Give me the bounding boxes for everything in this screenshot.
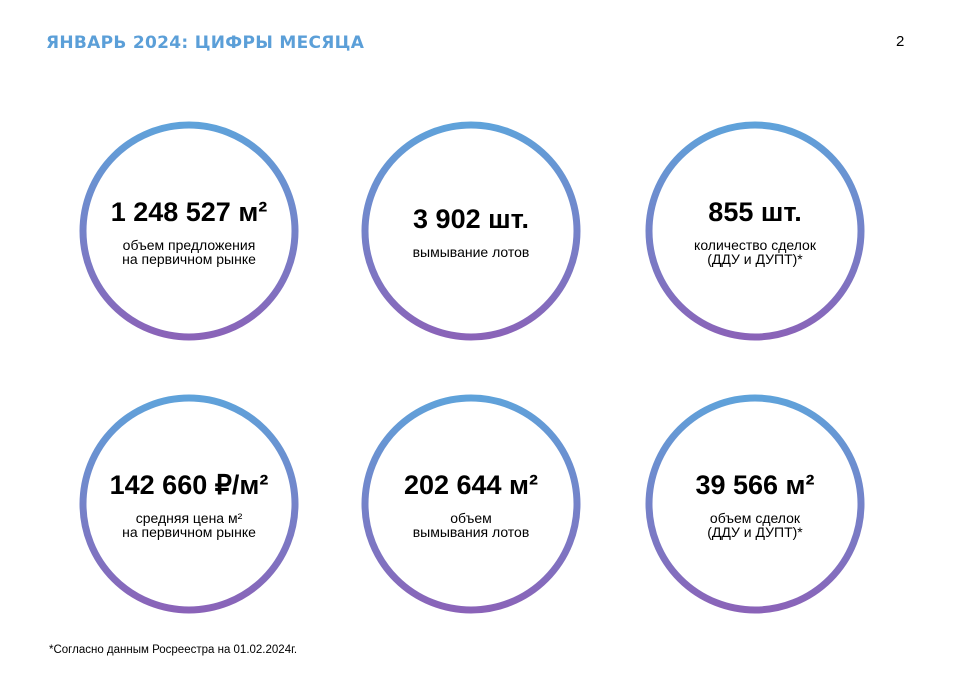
metric-label: объем вымывания лотов	[413, 511, 530, 539]
metric-label-line2: вымывания лотов	[412, 524, 530, 540]
metric-card-supply-volume: 1 248 527 м² объем предложения на первич…	[79, 121, 299, 341]
metric-card-average-price: 142 660 ₽/м² средняя цена м² на первично…	[79, 394, 299, 614]
circle-ring	[79, 394, 299, 614]
metric-label-line1: вымывание лотов	[412, 244, 530, 260]
metric-card-deals-count: 855 шт. количество сделок (ДДУ и ДУПТ)*	[645, 121, 865, 341]
metric-value: 142 660 ₽/м²	[109, 470, 269, 500]
metric-label-line2: (ДДУ и ДУПТ)*	[707, 524, 803, 540]
metric-value: 39 566 м²	[695, 470, 815, 500]
metric-value: 202 644 м²	[403, 470, 539, 500]
metric-label-line1: объем	[450, 510, 492, 526]
metric-label: средняя цена м² на первичном рынке	[122, 511, 256, 539]
footnote: *Согласно данным Росреестра на 01.02.202…	[49, 644, 298, 656]
metric-value: 1 248 527 м²	[110, 197, 268, 227]
metric-label: количество сделок (ДДУ и ДУПТ)*	[694, 238, 816, 266]
metric-label-line2: на первичном рынке	[122, 524, 256, 540]
metric-card-lots-washout: 3 902 шт. вымывание лотов	[361, 121, 581, 341]
page-title: ЯНВАРЬ 2024: ЦИФРЫ МЕСЯЦА	[46, 33, 365, 53]
circle-ring	[645, 394, 865, 614]
metric-label: объем предложения на первичном рынке	[122, 238, 256, 266]
metric-label: вымывание лотов	[413, 245, 530, 259]
metric-card-washout-volume: 202 644 м² объем вымывания лотов	[361, 394, 581, 614]
circle-ring	[361, 121, 581, 341]
page-number: 2	[896, 33, 905, 50]
metric-card-deals-volume: 39 566 м² объем сделок (ДДУ и ДУПТ)*	[645, 394, 865, 614]
metric-value: 3 902 шт.	[413, 204, 529, 234]
metric-label-line1: объем предложения	[122, 237, 256, 253]
circle-ring	[361, 394, 581, 614]
metric-label-line1: объем сделок	[709, 510, 801, 526]
metric-label-line2: на первичном рынке	[122, 251, 256, 267]
metric-label-line1: количество сделок	[694, 237, 816, 253]
circle-ring	[79, 121, 299, 341]
metric-value: 855 шт.	[708, 197, 802, 227]
metric-label-line1: средняя цена м²	[135, 510, 243, 526]
metric-label-line2: (ДДУ и ДУПТ)*	[707, 251, 803, 267]
metric-label: объем сделок (ДДУ и ДУПТ)*	[707, 511, 803, 539]
circle-ring	[645, 121, 865, 341]
